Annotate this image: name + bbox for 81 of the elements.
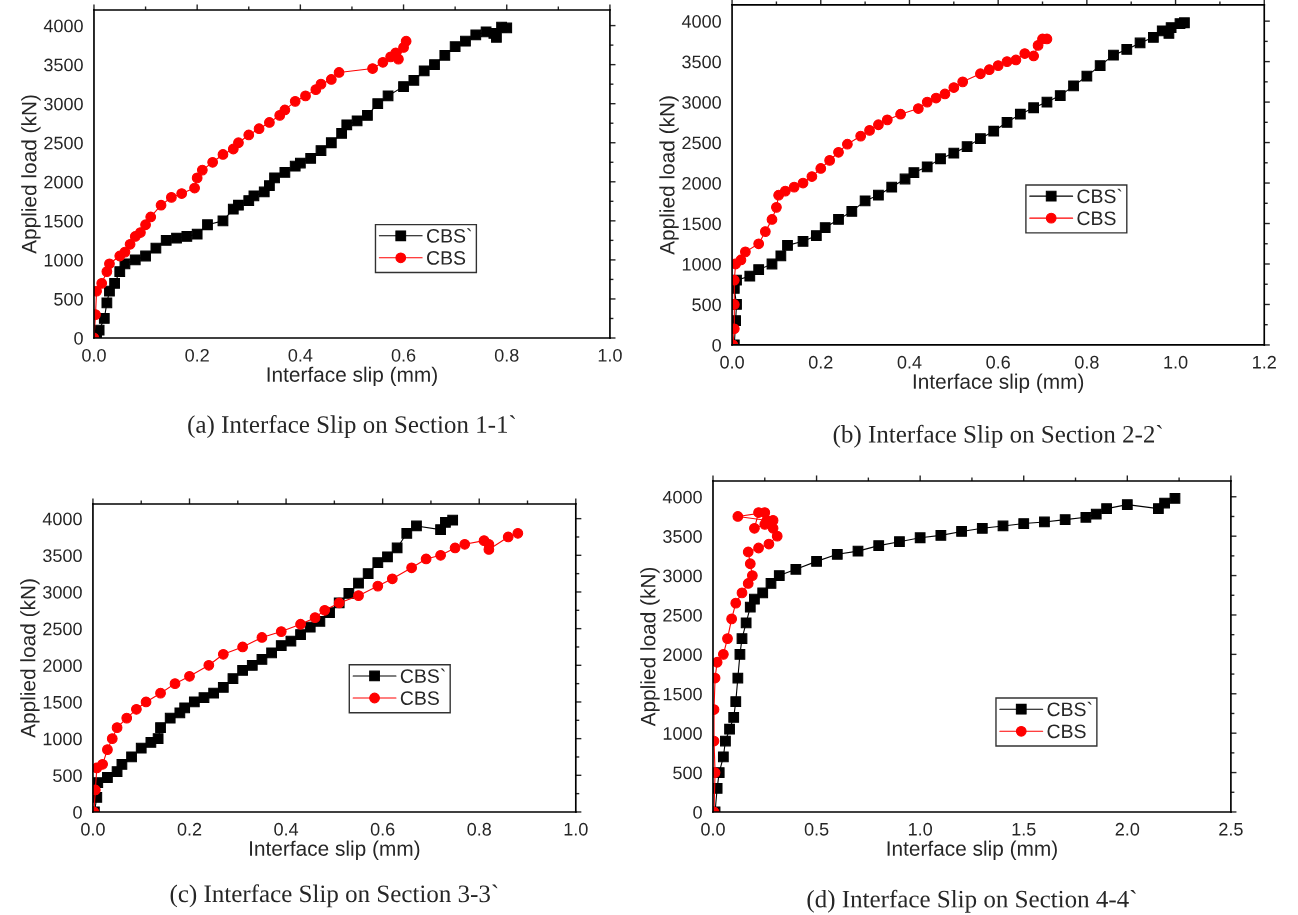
y-tick-label: 3000	[43, 585, 82, 599]
x-tick-label: 0.4	[274, 822, 299, 836]
y-tick-label: 2500	[44, 136, 83, 150]
x-tick-label: 1.0	[564, 822, 588, 836]
y-tick-label: 1000	[43, 732, 82, 746]
legend-label: CBS	[427, 251, 466, 265]
x-tick-label: 1.0	[908, 822, 932, 836]
x-tick-label: 0.2	[185, 348, 209, 362]
x-tick-label: 0.0	[701, 822, 725, 836]
x-axis-title: Interface slip (mm)	[913, 373, 1084, 394]
y-axis-title: Applied load (kN)	[659, 96, 679, 255]
x-tick-label: 0.0	[81, 822, 105, 836]
x-tick-label: 0.8	[467, 822, 491, 836]
legend-label: CBS	[1047, 724, 1086, 739]
x-tick-label: 2.5	[1219, 822, 1243, 836]
y-tick-label: 2000	[663, 648, 702, 662]
legend-label: CBS	[1077, 211, 1116, 226]
x-tick-label: 0.6	[370, 822, 395, 836]
y-tick-label: 2500	[43, 622, 82, 636]
text: (a) Interface Slip on Section 1-1`	[188, 415, 515, 439]
y-axis-title: Applied load (kN)	[640, 567, 660, 727]
x-tick-label: 1.2	[1253, 355, 1276, 369]
y-tick-label: 500	[54, 292, 83, 306]
y-tick-label: 1000	[44, 253, 83, 267]
legend-label: CBS`	[1077, 188, 1122, 204]
y-tick-label: 1000	[663, 727, 702, 740]
x-tick-label: 0.6	[986, 355, 1010, 369]
y-tick-label: 3000	[44, 97, 83, 111]
y-tick-label: 4000	[42, 512, 82, 526]
x-tick-label: 1.5	[1012, 823, 1036, 836]
y-tick-label: 3000	[663, 569, 702, 583]
x-tick-label: 1.0	[1164, 355, 1188, 369]
y-tick-label: 3500	[43, 549, 82, 563]
y-tick-label: 4000	[43, 19, 83, 33]
x-tick-label: 0.2	[177, 822, 202, 836]
y-tick-label: 4000	[681, 15, 721, 28]
y-tick-label: 500	[53, 769, 82, 783]
y-tick-label: 500	[692, 298, 721, 312]
y-tick-label: 0	[712, 338, 721, 352]
x-tick-label: 0.0	[720, 355, 744, 369]
x-tick-label: 0.5	[804, 822, 829, 836]
legend-label: CBS	[400, 691, 439, 705]
y-axis-title: Applied load (kN)	[20, 579, 40, 738]
y-tick-label: 2500	[682, 136, 721, 150]
x-tick-label: 0.4	[288, 348, 313, 362]
y-tick-label: 2000	[682, 176, 721, 190]
y-tick-label: 3500	[663, 530, 702, 543]
x-tick-label: 0.0	[82, 348, 106, 362]
text: (c) Interface Slip on Section 3-3`	[170, 884, 498, 908]
y-tick-label: 1500	[663, 687, 702, 701]
y-tick-label: 2000	[43, 659, 82, 673]
y-tick-label: 4000	[662, 490, 702, 504]
y-tick-label: 1000	[682, 257, 721, 271]
y-tick-label: 3500	[44, 58, 83, 72]
y-tick-label: 0	[74, 331, 83, 345]
x-tick-label: 0.8	[494, 348, 519, 362]
y-tick-label: 1500	[682, 217, 721, 231]
y-tick-label: 2000	[44, 175, 83, 189]
x-axis-title: Interface slip (mm)	[267, 366, 437, 387]
x-axis-title: Interface slip (mm)	[887, 840, 1057, 861]
y-axis-title: Applied load (kN)	[21, 95, 41, 254]
y-tick-label: 2500	[663, 608, 702, 622]
text: (d) Interface Slip on Section 4-4`	[807, 889, 1136, 913]
x-tick-label: 0.4	[897, 355, 922, 369]
text: (b) Interface Slip on Section 2-2`	[833, 424, 1162, 448]
x-axis-title: Interface slip (mm)	[250, 840, 420, 861]
y-tick-label: 3500	[682, 55, 721, 69]
x-tick-label: 1.0	[598, 348, 622, 362]
y-tick-label: 0	[73, 805, 82, 819]
legend-label: CBS`	[400, 668, 445, 683]
x-tick-label: 0.8	[1075, 355, 1099, 369]
x-tick-label: 2.0	[1115, 822, 1140, 836]
legend-label: CBS`	[1047, 701, 1092, 717]
legend-label: CBS`	[427, 228, 472, 243]
y-tick-label: 1500	[43, 695, 82, 709]
y-tick-label: 500	[673, 766, 702, 780]
x-tick-label: 0.2	[808, 355, 833, 369]
y-tick-label: 1500	[44, 214, 83, 228]
x-tick-label: 0.6	[391, 348, 416, 362]
y-tick-label: 3000	[682, 96, 721, 109]
y-tick-label: 0	[693, 805, 702, 819]
